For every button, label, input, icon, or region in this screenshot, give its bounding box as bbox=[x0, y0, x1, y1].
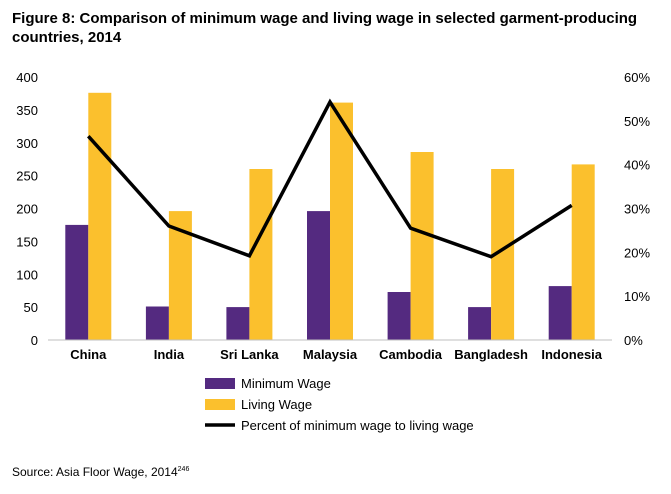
x-axis-labels: China India Sri Lanka Malaysia Cambodia Bangl… bbox=[70, 347, 603, 362]
bar-minimum-wage bbox=[145, 306, 169, 340]
y-tick-label: 350 bbox=[16, 103, 38, 118]
percent-line bbox=[86, 98, 573, 259]
x-tick-label: India bbox=[154, 347, 185, 362]
bars bbox=[48, 92, 612, 341]
y2-tick-label: 30% bbox=[624, 202, 650, 217]
legend: Minimum Wage Living Wage Percent of minimu… bbox=[205, 376, 474, 433]
source-ref: 246 bbox=[177, 466, 190, 473]
legend-label: Living Wage bbox=[241, 397, 312, 412]
bar-living-wage bbox=[571, 164, 595, 340]
y-tick-label: 150 bbox=[16, 234, 38, 249]
bar-living-wage bbox=[88, 92, 112, 340]
bar-minimum-wage bbox=[387, 292, 411, 340]
legend-swatch bbox=[205, 399, 235, 410]
left-axis: 0 50 100 150 200 250 300 350 400 bbox=[16, 70, 38, 348]
y-tick-label: 200 bbox=[16, 202, 38, 217]
chart-title: Figure 8: Comparison of minimum wage and… bbox=[12, 10, 638, 46]
legend-label: Percent of minimum wage to living wage bbox=[241, 418, 474, 433]
y-tick-label: 400 bbox=[16, 70, 38, 85]
y2-tick-label: 20% bbox=[624, 245, 650, 260]
y2-tick-label: 60% bbox=[624, 70, 650, 85]
x-tick-label: Cambodia bbox=[379, 347, 443, 362]
x-tick-label: China bbox=[70, 347, 107, 362]
y2-tick-label: 0% bbox=[624, 333, 643, 348]
legend-swatch bbox=[205, 378, 235, 389]
y-tick-label: 50 bbox=[24, 300, 38, 315]
x-tick-label: Malaysia bbox=[303, 347, 358, 362]
y-tick-label: 250 bbox=[16, 169, 38, 184]
y2-tick-label: 10% bbox=[624, 289, 650, 304]
x-tick-label: Indonesia bbox=[541, 347, 602, 362]
y2-tick-label: 50% bbox=[624, 114, 650, 129]
bar-living-wage bbox=[330, 102, 353, 340]
bar-living-wage bbox=[491, 169, 515, 340]
bar-living-wage bbox=[410, 152, 434, 340]
y-tick-label: 300 bbox=[16, 136, 38, 151]
x-tick-label: Bangladesh bbox=[454, 347, 528, 362]
bar-minimum-wage bbox=[468, 307, 492, 340]
x-tick-label: Sri Lanka bbox=[220, 347, 279, 362]
bar-living-wage bbox=[249, 169, 273, 340]
source-text: Source: Asia Floor Wage, 2014 bbox=[12, 465, 178, 479]
y2-tick-label: 40% bbox=[624, 158, 650, 173]
bar-minimum-wage bbox=[226, 307, 250, 340]
bar-minimum-wage bbox=[548, 286, 572, 340]
percent-line-layer bbox=[86, 98, 573, 259]
legend-label: Minimum Wage bbox=[241, 376, 331, 391]
bar-minimum-wage bbox=[65, 224, 89, 340]
bar-living-wage bbox=[168, 211, 192, 340]
source-note: Source: Asia Floor Wage, 2014246 bbox=[12, 465, 189, 479]
y-tick-label: 0 bbox=[31, 333, 38, 348]
y-tick-label: 100 bbox=[16, 267, 38, 282]
bar-minimum-wage bbox=[307, 211, 330, 340]
right-axis: 0% 10% 20% 30% 40% 50% 60% bbox=[624, 70, 650, 348]
